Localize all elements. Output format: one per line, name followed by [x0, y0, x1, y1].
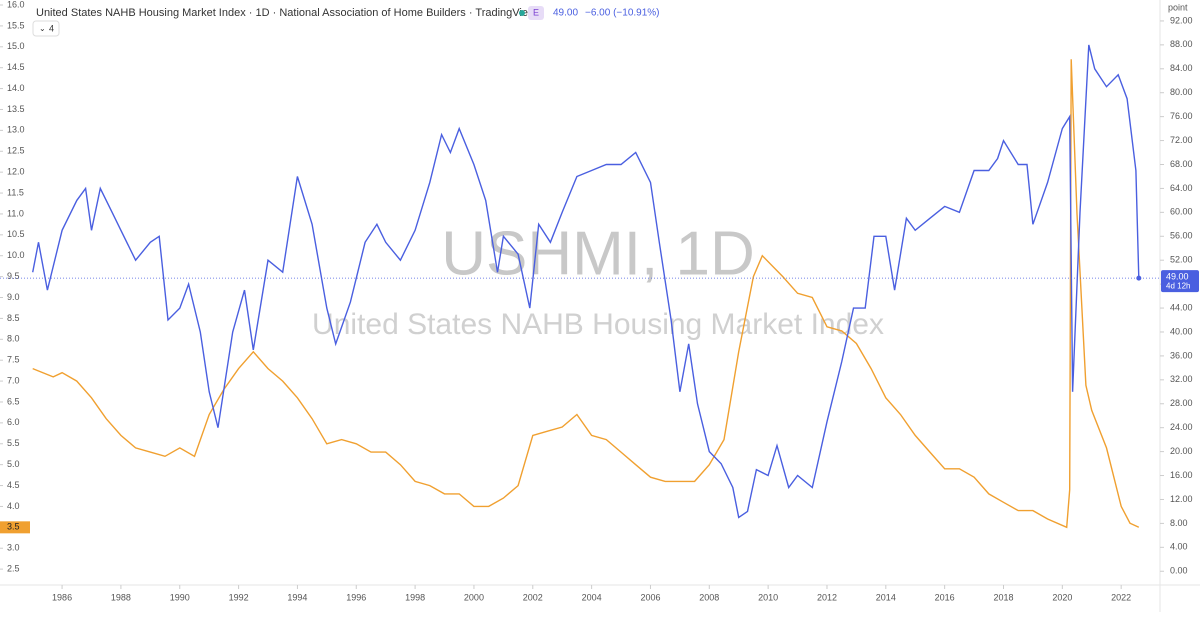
y2-tick-label: 88.00 — [1170, 39, 1193, 49]
y-tick-label: 10.5 — [7, 229, 25, 239]
y-tick-label: 16.0 — [7, 0, 25, 9]
y2-tick-label: 84.00 — [1170, 63, 1193, 73]
price-countdown: 4d 12h — [1166, 281, 1190, 290]
y2-tick-label: 4.00 — [1170, 542, 1188, 552]
series-line — [32, 59, 1140, 529]
x-tick-label: 1996 — [346, 592, 366, 602]
y2-tick-label: 32.00 — [1170, 374, 1193, 384]
y2-tick-label: 12.00 — [1170, 494, 1193, 504]
x-tick-label: 2008 — [699, 592, 719, 602]
x-tick-label: 2012 — [817, 592, 837, 602]
x-tick-label: 2010 — [758, 592, 778, 602]
y-tick-label: 13.5 — [7, 104, 25, 114]
watermark: USHMI, 1D — [441, 219, 754, 288]
y2-tick-label: 8.00 — [1170, 518, 1188, 528]
y-tick-label: 14.0 — [7, 83, 25, 93]
y2-tick-label: 40.00 — [1170, 326, 1193, 336]
x-tick-label: 2020 — [1052, 592, 1072, 602]
y-tick-label: 6.5 — [7, 396, 20, 406]
y-tick-label: 5.0 — [7, 459, 20, 469]
left-value-box — [0, 521, 30, 534]
y2-tick-label: 72.00 — [1170, 135, 1193, 145]
y-tick-label: 5.5 — [7, 438, 20, 448]
y-tick-label: 3.0 — [7, 543, 20, 553]
y-tick-label: 11.0 — [7, 208, 24, 218]
x-tick-label: 2016 — [935, 592, 955, 602]
y2-tick-label: 24.00 — [1170, 422, 1193, 432]
y2-tick-label: 80.00 — [1170, 87, 1193, 97]
legend-price: 49.00 — [553, 8, 578, 19]
status-dot — [519, 10, 525, 16]
watermark-subtitle: United States NAHB Housing Market Index — [312, 308, 884, 341]
y-tick-label: 15.5 — [7, 20, 25, 30]
last-point — [1136, 275, 1142, 281]
y-tick-label: 13.0 — [7, 125, 25, 135]
y-tick-label: 15.0 — [7, 41, 25, 51]
price-label: 49.00 — [1166, 272, 1189, 282]
y2-tick-label: 28.00 — [1170, 398, 1193, 408]
y-tick-label: 7.5 — [7, 355, 20, 365]
y2-tick-label: 20.00 — [1170, 446, 1193, 456]
y2-tick-label: 0.00 — [1170, 566, 1188, 576]
x-tick-label: 2006 — [640, 592, 660, 602]
y-tick-label: 10.0 — [7, 250, 25, 260]
y2-tick-label: 52.00 — [1170, 255, 1193, 265]
x-tick-label: 1992 — [229, 592, 249, 602]
x-tick-label: 2018 — [993, 592, 1013, 602]
left-value-label: 3.5 — [7, 522, 20, 532]
y2-tick-label: 36.00 — [1170, 350, 1193, 360]
x-tick-label: 1994 — [287, 592, 307, 602]
y2-tick-label: 68.00 — [1170, 159, 1193, 169]
chart-title: United States NAHB Housing Market Index … — [36, 7, 536, 19]
y2-unit: point — [1168, 2, 1188, 12]
price-label-box — [1161, 270, 1199, 293]
y2-tick-label: 64.00 — [1170, 183, 1193, 193]
y-tick-label: 7.0 — [7, 375, 20, 385]
y-tick-label: 9.5 — [7, 271, 20, 281]
y2-tick-label: 56.00 — [1170, 231, 1193, 241]
indicator-toggle[interactable] — [32, 20, 60, 37]
indicator-count: 4 — [49, 23, 54, 33]
y-tick-label: 12.5 — [7, 146, 25, 156]
x-tick-label: 2004 — [582, 592, 602, 602]
y2-tick-label: 76.00 — [1170, 111, 1193, 121]
y-tick-label: 14.5 — [7, 62, 25, 72]
y-tick-label: 9.0 — [7, 292, 20, 302]
x-tick-label: 1986 — [52, 592, 72, 602]
y-tick-label: 6.0 — [7, 417, 20, 427]
y-tick-label: 4.5 — [7, 480, 20, 490]
x-tick-label: 2014 — [876, 592, 896, 602]
y-tick-label: 8.0 — [7, 334, 20, 344]
y-tick-label: 8.5 — [7, 313, 20, 323]
y-tick-label: 4.0 — [7, 501, 20, 511]
badge — [528, 6, 544, 20]
y2-tick-label: 16.00 — [1170, 470, 1193, 480]
y-tick-label: 12.0 — [7, 167, 25, 177]
x-tick-label: 2002 — [523, 592, 543, 602]
x-tick-label: 1990 — [170, 592, 190, 602]
x-tick-label: 2022 — [1111, 592, 1131, 602]
badge-text: E — [533, 7, 539, 17]
chevron: ⌄ — [39, 24, 46, 33]
y-tick-label: 11.5 — [7, 187, 24, 197]
y2-tick-label: 60.00 — [1170, 207, 1193, 217]
x-tick-label: 1998 — [405, 592, 425, 602]
y2-tick-label: 44.00 — [1170, 302, 1193, 312]
x-tick-label: 2000 — [464, 592, 484, 602]
legend-change: −6.00 (−10.91%) — [585, 8, 660, 19]
series-line — [32, 44, 1140, 519]
y-tick-label: 2.5 — [7, 563, 20, 573]
y2-tick-label: 92.00 — [1170, 15, 1193, 25]
x-tick-label: 1988 — [111, 592, 131, 602]
